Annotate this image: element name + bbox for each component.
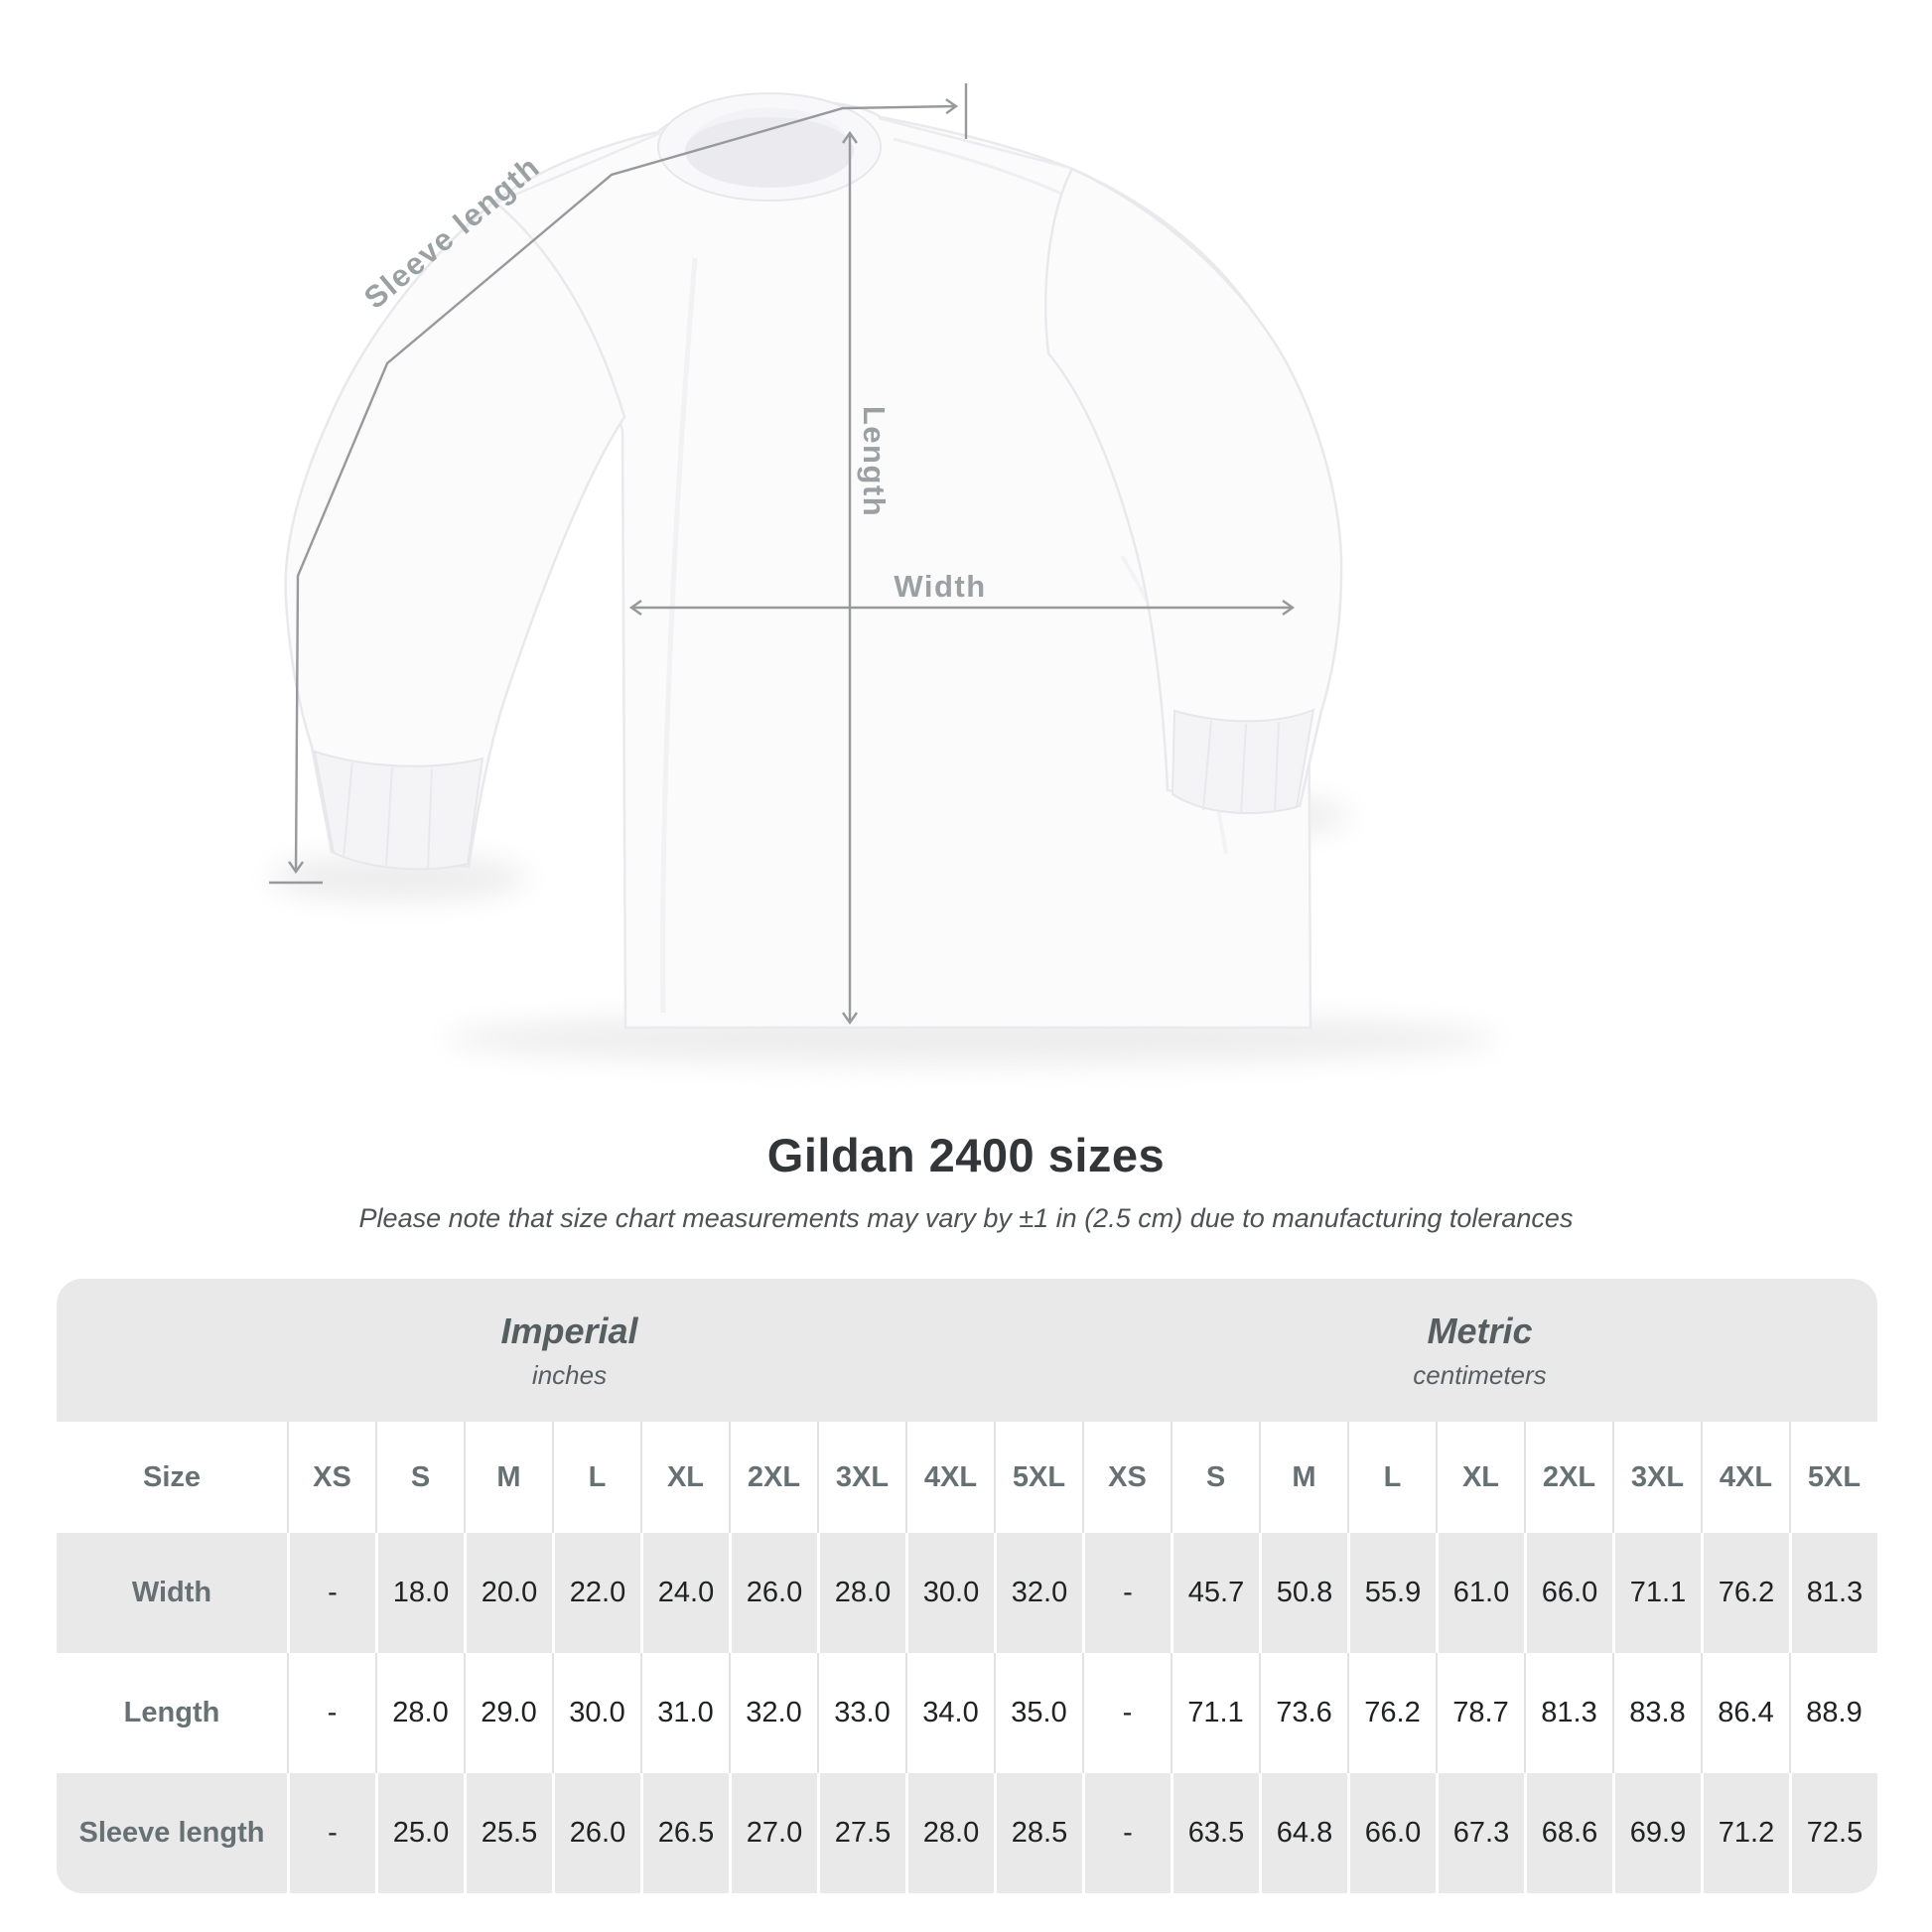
size-header: M: [1259, 1422, 1347, 1533]
measurement-value: 28.0: [817, 1533, 905, 1653]
measurement-value: -: [1082, 1653, 1171, 1773]
measurement-value: 26.0: [729, 1533, 817, 1653]
measurement-value: 64.8: [1259, 1773, 1347, 1893]
imperial-group-unit: inches: [531, 1359, 608, 1390]
measurement-value: 31.0: [640, 1653, 729, 1773]
width-label: Width: [894, 569, 986, 604]
row-label: Sleeve length: [57, 1773, 287, 1893]
measurement-value: 45.7: [1171, 1533, 1259, 1653]
left-cuff: [313, 750, 484, 871]
measurement-value: 20.0: [464, 1533, 552, 1653]
measurement-value: 32.0: [994, 1533, 1082, 1653]
length-label: Length: [857, 406, 892, 517]
size-header: 3XL: [817, 1422, 905, 1533]
measurement-value: 78.7: [1436, 1653, 1524, 1773]
measurement-value: 28.0: [905, 1773, 994, 1893]
measurement-value: 63.5: [1171, 1773, 1259, 1893]
measurement-value: 71.2: [1701, 1773, 1789, 1893]
measurement-value: 88.9: [1789, 1653, 1877, 1773]
measurement-value: 61.0: [1436, 1533, 1524, 1653]
measurement-value: -: [1082, 1773, 1171, 1893]
right-cuff: [1171, 708, 1315, 815]
size-header: 2XL: [1524, 1422, 1612, 1533]
measurement-value: 55.9: [1347, 1533, 1436, 1653]
sleeve-length-measure-line: [288, 98, 959, 875]
shirt-illustration: Sleeve length Length Width: [269, 83, 1497, 1064]
measurement-value: 76.2: [1347, 1653, 1436, 1773]
page-title: Gildan 2400 sizes: [766, 1129, 1166, 1181]
measurement-value: 34.0: [905, 1653, 994, 1773]
measurement-value: 86.4: [1701, 1653, 1789, 1773]
measurement-value: 32.0: [729, 1653, 817, 1773]
measurement-value: 33.0: [817, 1653, 905, 1773]
measurement-value: 30.0: [905, 1533, 994, 1653]
size-header: XL: [640, 1422, 729, 1533]
size-header: XS: [287, 1422, 375, 1533]
size-header: 2XL: [729, 1422, 817, 1533]
measurement-value: 66.0: [1347, 1773, 1436, 1893]
measurement-value: 81.3: [1524, 1653, 1612, 1773]
size-header: 3XL: [1612, 1422, 1701, 1533]
measurement-value: 67.3: [1436, 1773, 1524, 1893]
measurement-value: -: [287, 1653, 375, 1773]
measurement-value: 66.0: [1524, 1533, 1612, 1653]
measurement-value: 18.0: [375, 1533, 464, 1653]
size-header: L: [1347, 1422, 1436, 1533]
measurement-value: 26.0: [552, 1773, 640, 1893]
size-header: S: [1171, 1422, 1259, 1533]
size-header: S: [375, 1422, 464, 1533]
measurement-value: 71.1: [1612, 1533, 1701, 1653]
measurement-value: 73.6: [1259, 1653, 1347, 1773]
metric-group-unit: centimeters: [1413, 1359, 1547, 1390]
measurement-value: 35.0: [994, 1653, 1082, 1773]
imperial-group-header: Imperial inches: [57, 1279, 1082, 1422]
size-table: Imperial inches Metric centimeters Size …: [57, 1279, 1877, 1893]
row-label: Width: [57, 1533, 287, 1653]
imperial-group-name: Imperial: [500, 1310, 638, 1351]
metric-group-name: Metric: [1427, 1310, 1533, 1351]
measurement-value: 83.8: [1612, 1653, 1701, 1773]
measurement-value: -: [287, 1773, 375, 1893]
measurement-value: 68.6: [1524, 1773, 1612, 1893]
measurement-value: 26.5: [640, 1773, 729, 1893]
size-header: 4XL: [1701, 1422, 1789, 1533]
size-header: L: [552, 1422, 640, 1533]
metric-group-header: Metric centimeters: [1082, 1279, 1877, 1422]
size-header: 5XL: [994, 1422, 1082, 1533]
measurement-value: 28.5: [994, 1773, 1082, 1893]
measurement-value: 22.0: [552, 1533, 640, 1653]
measurement-value: 76.2: [1701, 1533, 1789, 1653]
measurement-value: 30.0: [552, 1653, 640, 1773]
row-label: Length: [57, 1653, 287, 1773]
size-header: XS: [1082, 1422, 1171, 1533]
measurement-value: 69.9: [1612, 1773, 1701, 1893]
size-header: 4XL: [905, 1422, 994, 1533]
right-sleeve: [1044, 167, 1343, 808]
collar: [657, 92, 882, 202]
size-header: M: [464, 1422, 552, 1533]
tolerance-note: Please note that size chart measurements…: [358, 1203, 1574, 1233]
measurement-value: 72.5: [1789, 1773, 1877, 1893]
measurement-value: 50.8: [1259, 1533, 1347, 1653]
measurement-value: 27.0: [729, 1773, 817, 1893]
measurement-value: 29.0: [464, 1653, 552, 1773]
measurement-value: 81.3: [1789, 1533, 1877, 1653]
measurement-value: 25.5: [464, 1773, 552, 1893]
measurement-value: 24.0: [640, 1533, 729, 1653]
measurement-value: 27.5: [817, 1773, 905, 1893]
measurement-value: 71.1: [1171, 1653, 1259, 1773]
measurement-value: 28.0: [375, 1653, 464, 1773]
size-header: 5XL: [1789, 1422, 1877, 1533]
measurement-value: -: [287, 1533, 375, 1653]
measurement-value: 25.0: [375, 1773, 464, 1893]
size-column-header: Size: [57, 1422, 287, 1533]
size-header: XL: [1436, 1422, 1524, 1533]
measurement-value: -: [1082, 1533, 1171, 1653]
measurement-lines: [269, 83, 1296, 1026]
